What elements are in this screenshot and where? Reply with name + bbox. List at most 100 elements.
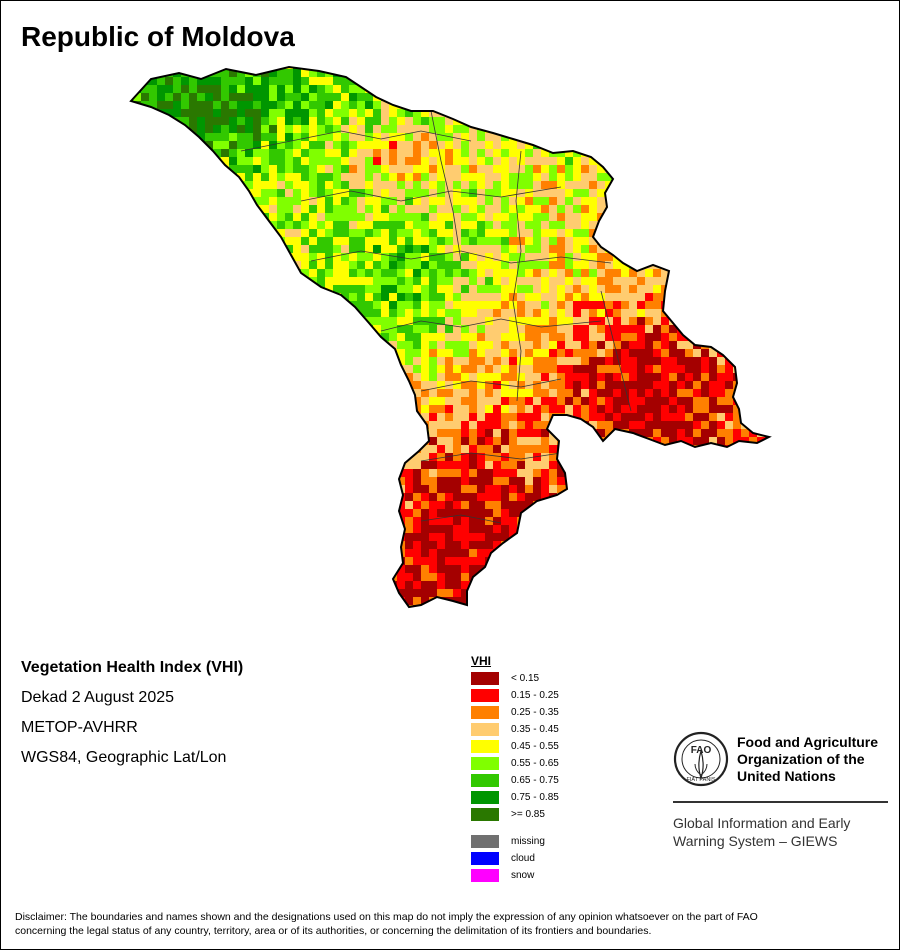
vhi-pixel (397, 381, 405, 389)
vhi-pixel (229, 149, 237, 157)
vhi-pixel (237, 445, 245, 453)
vhi-pixel (213, 189, 221, 197)
vhi-pixel (749, 245, 757, 253)
vhi-pixel (285, 85, 293, 93)
vhi-pixel (253, 85, 261, 93)
vhi-pixel (221, 413, 229, 421)
vhi-pixel (269, 173, 277, 181)
vhi-pixel (133, 461, 141, 469)
vhi-pixel (597, 493, 605, 501)
vhi-pixel (205, 501, 213, 509)
vhi-pixel (253, 117, 261, 125)
vhi-pixel (749, 221, 757, 229)
vhi-pixel (349, 173, 357, 181)
vhi-pixel (325, 357, 333, 365)
vhi-pixel (165, 541, 173, 549)
vhi-pixel (533, 261, 541, 269)
vhi-pixel (717, 341, 725, 349)
vhi-pixel (429, 525, 437, 533)
vhi-pixel (477, 429, 485, 437)
vhi-pixel (157, 277, 165, 285)
vhi-pixel (589, 133, 597, 141)
vhi-pixel (725, 397, 733, 405)
vhi-pixel (581, 309, 589, 317)
vhi-pixel (365, 445, 373, 453)
vhi-pixel (597, 205, 605, 213)
vhi-pixel (173, 237, 181, 245)
vhi-pixel (149, 325, 157, 333)
vhi-pixel (573, 389, 581, 397)
vhi-pixel (709, 389, 717, 397)
vhi-pixel (645, 317, 653, 325)
vhi-pixel (501, 109, 509, 117)
vhi-pixel (341, 453, 349, 461)
vhi-pixel (437, 253, 445, 261)
vhi-pixel (669, 109, 677, 117)
vhi-pixel (181, 269, 189, 277)
vhi-pixel (525, 389, 533, 397)
vhi-pixel (477, 253, 485, 261)
vhi-pixel (749, 525, 757, 533)
vhi-pixel (261, 141, 269, 149)
vhi-pixel (413, 173, 421, 181)
vhi-pixel (445, 293, 453, 301)
vhi-pixel (509, 437, 517, 445)
vhi-pixel (213, 437, 221, 445)
vhi-pixel (765, 149, 769, 157)
vhi-pixel (477, 189, 485, 197)
vhi-pixel (661, 469, 669, 477)
vhi-pixel (261, 253, 269, 261)
vhi-pixel (501, 301, 509, 309)
vhi-pixel (637, 125, 645, 133)
vhi-pixel (221, 197, 229, 205)
vhi-pixel (413, 309, 421, 317)
vhi-pixel (149, 453, 157, 461)
vhi-pixel (645, 109, 653, 117)
vhi-pixel (389, 93, 397, 101)
vhi-pixel (677, 453, 685, 461)
vhi-pixel (157, 381, 165, 389)
vhi-pixel (685, 325, 693, 333)
vhi-pixel (397, 205, 405, 213)
vhi-pixel (131, 117, 133, 125)
vhi-pixel (381, 493, 389, 501)
vhi-pixel (685, 229, 693, 237)
vhi-pixel (525, 525, 533, 533)
vhi-pixel (181, 469, 189, 477)
vhi-pixel (421, 477, 429, 485)
vhi-pixel (325, 269, 333, 277)
vhi-pixel (389, 293, 397, 301)
vhi-pixel (421, 309, 429, 317)
vhi-pixel (613, 117, 621, 125)
vhi-pixel (365, 181, 373, 189)
vhi-pixel (725, 373, 733, 381)
vhi-pixel (197, 325, 205, 333)
vhi-pixel (197, 405, 205, 413)
vhi-pixel (709, 293, 717, 301)
vhi-pixel (749, 67, 757, 69)
vhi-pixel (485, 357, 493, 365)
vhi-pixel (317, 381, 325, 389)
vhi-pixel (301, 173, 309, 181)
vhi-pixel (405, 541, 413, 549)
vhi-pixel (429, 157, 437, 165)
vhi-pixel (349, 533, 357, 541)
vhi-pixel (565, 221, 573, 229)
vhi-pixel (197, 285, 205, 293)
vhi-pixel (501, 141, 509, 149)
vhi-pixel (573, 67, 581, 69)
vhi-pixel (621, 133, 629, 141)
vhi-pixel (453, 405, 461, 413)
vhi-pixel (589, 165, 597, 173)
vhi-pixel (717, 125, 725, 133)
vhi-pixel (605, 405, 613, 413)
vhi-pixel (373, 397, 381, 405)
vhi-pixel (213, 149, 221, 157)
vhi-pixel (333, 125, 341, 133)
vhi-pixel (221, 373, 229, 381)
vhi-pixel (317, 117, 325, 125)
vhi-pixel (765, 341, 769, 349)
vhi-pixel (645, 149, 653, 157)
vhi-pixel (133, 205, 141, 213)
vhi-pixel (205, 325, 213, 333)
